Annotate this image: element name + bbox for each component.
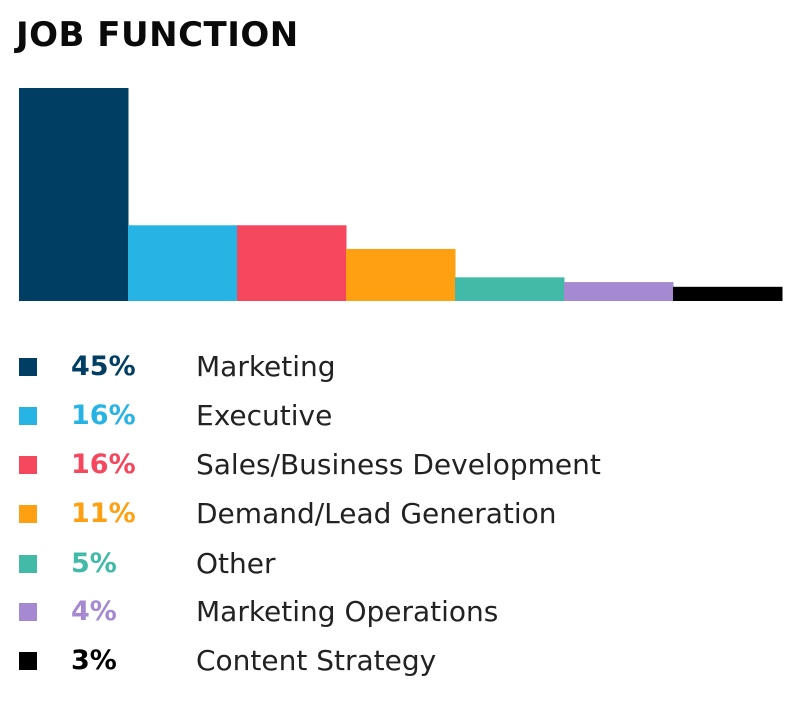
chart-title: JOB FUNCTION: [16, 15, 299, 55]
legend-label: Content Strategy: [196, 644, 437, 677]
bar-sales-business-development: [237, 225, 347, 301]
legend-value: 16%: [71, 400, 136, 431]
legend-item: 45% Marketing: [0, 347, 800, 387]
bar-demand-lead-generation: [346, 248, 456, 301]
legend-item: 11% Demand/Lead Generation: [0, 494, 800, 534]
bar-chart: [19, 88, 783, 301]
bar-marketing: [19, 88, 129, 301]
legend-value: 3%: [71, 645, 117, 676]
legend-value: 16%: [71, 449, 136, 480]
bar-executive: [128, 225, 238, 301]
legend-swatch: [19, 456, 37, 474]
legend-value: 11%: [71, 498, 136, 529]
legend-label: Sales/Business Development: [196, 448, 601, 481]
legend-label: Other: [196, 547, 276, 580]
legend-label: Marketing: [196, 350, 336, 383]
legend-swatch: [19, 555, 37, 573]
legend-swatch: [19, 505, 37, 523]
legend-swatch: [19, 652, 37, 670]
legend-swatch: [19, 603, 37, 621]
legend-value: 4%: [71, 596, 117, 627]
legend-swatch: [19, 407, 37, 425]
bar-content-strategy: [673, 286, 783, 301]
legend-label: Marketing Operations: [196, 595, 499, 628]
legend-swatch: [19, 358, 37, 376]
bar-other: [455, 277, 565, 301]
legend-value: 45%: [71, 351, 136, 382]
legend-item: 5% Other: [0, 544, 800, 584]
legend-item: 16% Executive: [0, 396, 800, 436]
legend-item: 3% Content Strategy: [0, 641, 800, 681]
legend-item: 4% Marketing Operations: [0, 592, 800, 632]
bar-marketing-operations: [564, 282, 674, 301]
legend-label: Demand/Lead Generation: [196, 497, 557, 530]
legend-value: 5%: [71, 548, 117, 579]
legend-item: 16% Sales/Business Development: [0, 445, 800, 485]
legend-label: Executive: [196, 399, 333, 432]
